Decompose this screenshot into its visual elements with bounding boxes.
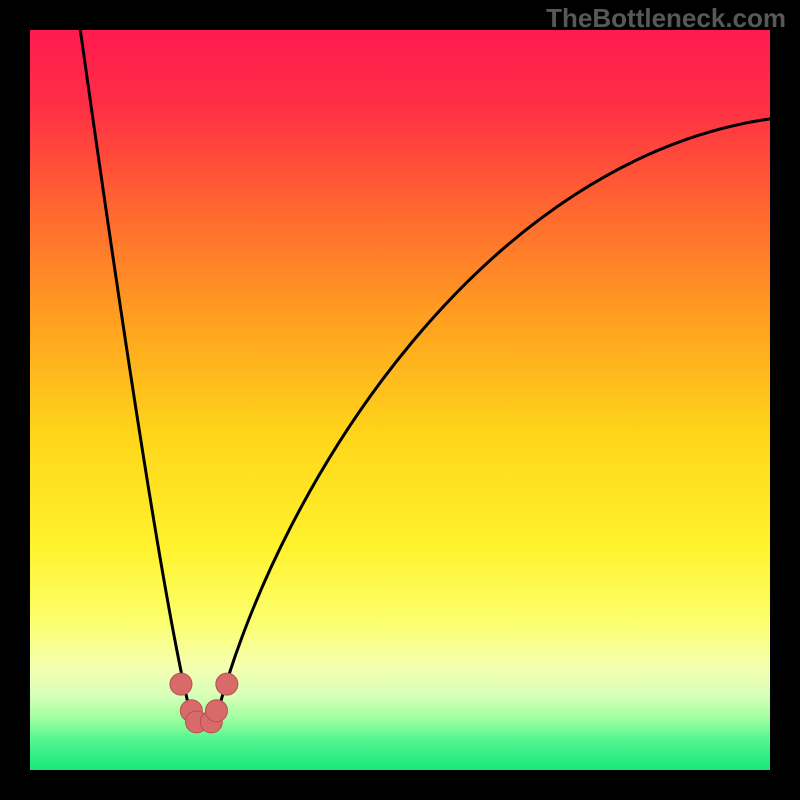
curve-marker (216, 673, 238, 695)
watermark-text: TheBottleneck.com (546, 3, 786, 34)
chart-frame: TheBottleneck.com (0, 0, 800, 800)
bottleneck-curve-chart (0, 0, 800, 800)
curve-marker (205, 700, 227, 722)
curve-marker (170, 673, 192, 695)
